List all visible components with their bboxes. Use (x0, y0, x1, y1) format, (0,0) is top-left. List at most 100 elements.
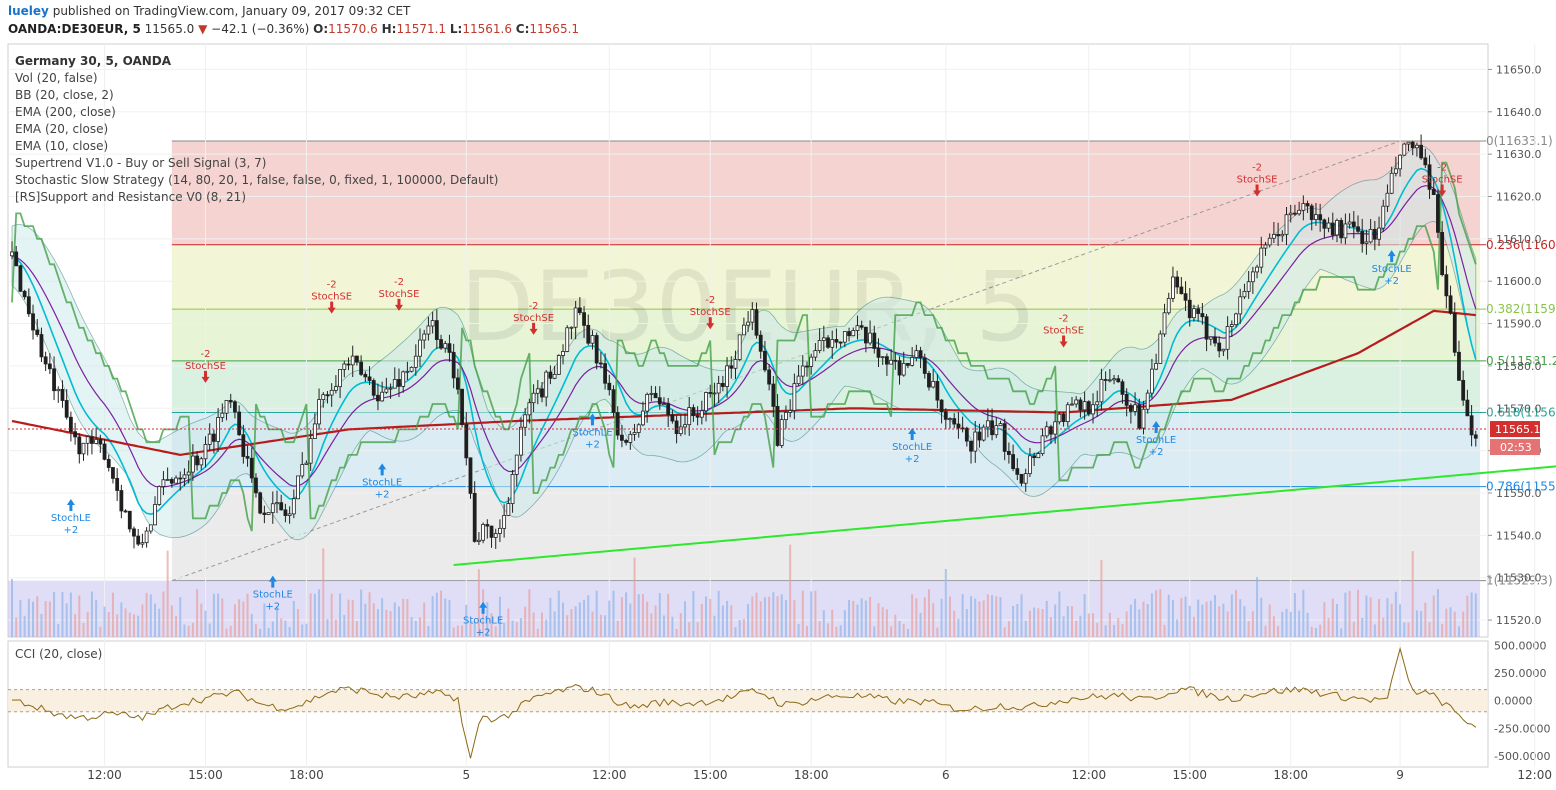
candle-body (195, 455, 199, 466)
volume-bar (410, 617, 413, 637)
volume-bar (36, 596, 39, 637)
candle-body (577, 307, 582, 314)
candle-body (1154, 363, 1159, 370)
candle-body (367, 376, 372, 381)
candle-body (1297, 209, 1302, 215)
candle-body (136, 535, 141, 545)
candle-body (897, 360, 902, 376)
candle-body (1061, 413, 1066, 423)
supertrend-line (11, 161, 1477, 532)
symbol-label[interactable]: OANDA:DE30EUR, 5 (8, 22, 141, 36)
candle-body (203, 444, 208, 460)
candle-body (1065, 404, 1070, 423)
volume-bar (797, 623, 800, 637)
legend-item[interactable]: EMA (200, close) (15, 105, 116, 119)
candle-body (157, 486, 162, 505)
candle-body (106, 458, 111, 468)
volume-bar (48, 601, 51, 637)
volume-bar (705, 596, 708, 637)
legend-item[interactable]: EMA (10, close) (15, 139, 109, 153)
candle-body (1116, 378, 1121, 383)
volume-bar (1386, 598, 1389, 637)
short-arrow-icon (1438, 184, 1447, 197)
volume-bar (27, 598, 30, 637)
fib-zone (171, 140, 1480, 245)
volume-bar (1340, 628, 1343, 637)
price-change: −42.1 (−0.36%) (211, 22, 310, 36)
candle-body (1351, 221, 1356, 228)
legend-item[interactable]: Vol (20, false) (15, 71, 98, 85)
candle-body (775, 405, 780, 446)
legend-item[interactable]: EMA (20, close) (15, 122, 109, 136)
candle-body (666, 403, 671, 416)
candle-body (489, 525, 494, 538)
volume-bar (818, 621, 821, 637)
volume-bar (170, 605, 173, 637)
candle-body (1086, 401, 1091, 415)
fib-level-label: 1(11529.3) (1486, 574, 1553, 588)
candle-body (123, 510, 128, 513)
candle-body (506, 503, 511, 516)
volume-bar (1121, 624, 1124, 637)
candle-body (77, 436, 82, 455)
candle-body (35, 329, 40, 335)
legend-item[interactable]: Stochastic Slow Strategy (14, 80, 20, 1,… (15, 173, 499, 187)
volume-bar (557, 590, 560, 637)
volume-bar (1083, 594, 1086, 637)
candle-body (434, 320, 439, 340)
volume-bar (852, 600, 855, 637)
candle-body (1028, 455, 1032, 475)
legend-item[interactable]: BB (20, close, 2) (15, 88, 114, 102)
y-tick-label: 11580.0 (1496, 360, 1542, 373)
volume-bar (578, 602, 581, 637)
volume-bar (284, 620, 287, 637)
candle-body (443, 343, 448, 349)
volume-bar (116, 614, 119, 637)
legend-item[interactable]: [RS]Support and Resistance V0 (8, 21) (15, 190, 246, 204)
volume-bar (334, 619, 337, 637)
close-label: C: (515, 22, 530, 36)
candle-body (64, 400, 69, 418)
author-link[interactable]: lueley (8, 4, 49, 18)
legend-item[interactable]: Supertrend V1.0 - Buy or Sell Signal (3,… (15, 156, 267, 170)
candle-body (1011, 454, 1016, 470)
candle-body (493, 533, 498, 538)
long-signal-qty: +2 (265, 602, 280, 613)
volume-bar (570, 609, 573, 637)
volume-bar (1075, 620, 1078, 637)
volume-bar (1470, 592, 1473, 637)
candle-body (1293, 212, 1297, 215)
volume-bar (393, 602, 396, 637)
candle-body (312, 423, 317, 439)
candle-body (1040, 435, 1045, 454)
volume-bar (23, 615, 26, 637)
candle-body (771, 383, 776, 407)
x-tick-label: 9 (1396, 768, 1404, 782)
volume-bar (1230, 594, 1233, 637)
candle-body (880, 356, 885, 359)
volume-bar (435, 592, 438, 637)
volume-bar (225, 628, 228, 637)
candle-body (119, 490, 124, 512)
volume-bar (1113, 625, 1116, 637)
candle-body (817, 340, 822, 351)
candle-body (333, 386, 338, 391)
volume-bar (1420, 611, 1423, 637)
volume-bar (1260, 597, 1263, 637)
candle-body (405, 370, 410, 373)
volume-bar (637, 594, 640, 637)
volume-bar (32, 601, 35, 637)
fib-level-label: 0.618(11569.0) (1486, 406, 1556, 420)
candle-body (56, 388, 61, 392)
candle-body (355, 355, 359, 363)
volume-bar (477, 569, 480, 637)
candle-body (279, 502, 284, 511)
volume-bar (1462, 611, 1465, 637)
candle-body (582, 312, 586, 326)
volume-bar (650, 613, 653, 637)
candle-body (1095, 401, 1100, 406)
candle-body (1217, 342, 1222, 352)
volume-bar (1251, 611, 1254, 637)
volume-bar (406, 598, 409, 637)
